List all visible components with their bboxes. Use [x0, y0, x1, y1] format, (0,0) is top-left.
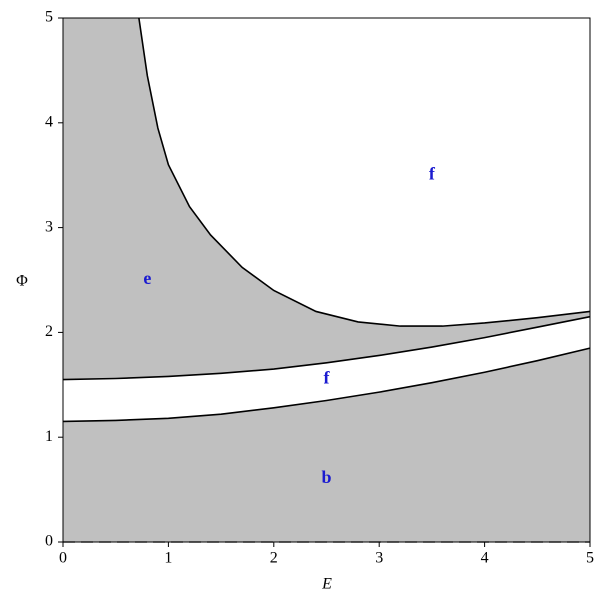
y-tick-label: 2: [45, 323, 53, 340]
x-axis-label: E: [321, 576, 332, 593]
curve: [62, 315, 591, 381]
x-tick-label: 1: [164, 550, 172, 567]
region-label: e: [143, 268, 151, 288]
region-label: f: [429, 163, 436, 183]
white-region: [138, 18, 590, 327]
x-tick-label: 0: [59, 550, 67, 567]
y-tick-label: 3: [45, 218, 53, 235]
x-tick-label: 3: [375, 550, 383, 567]
curve: [62, 347, 591, 423]
plot-frame: [62, 17, 591, 543]
curve: [138, 17, 591, 327]
y-tick-label: 4: [45, 113, 53, 130]
y-axis-label: Φ: [16, 273, 28, 290]
region-label: b: [321, 467, 331, 487]
y-tick-label: 5: [45, 9, 53, 26]
x-tick-label: 2: [270, 550, 278, 567]
x-tick-label: 5: [586, 550, 594, 567]
region-label: f: [324, 368, 331, 388]
y-tick-label: 1: [45, 428, 53, 445]
x-tick-label: 4: [481, 550, 489, 567]
y-tick-label: 0: [45, 533, 53, 550]
